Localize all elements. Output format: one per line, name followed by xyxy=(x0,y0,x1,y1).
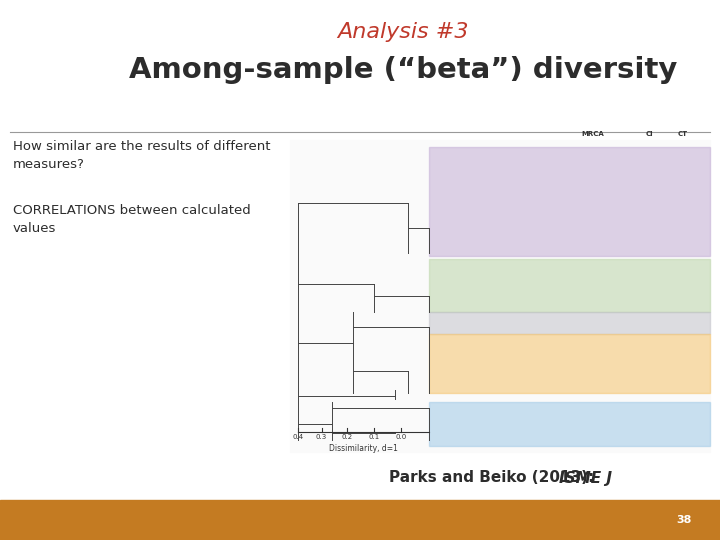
Bar xyxy=(428,402,710,446)
Text: CORRELATIONS between calculated
values: CORRELATIONS between calculated values xyxy=(13,204,251,235)
Bar xyxy=(428,259,710,312)
Bar xyxy=(428,312,710,334)
Text: Analysis #3: Analysis #3 xyxy=(338,22,469,42)
Text: CI: CI xyxy=(645,131,653,137)
Text: 38: 38 xyxy=(676,515,692,525)
Text: Among-sample (“beta”) diversity: Among-sample (“beta”) diversity xyxy=(129,56,678,84)
Text: Dissimilarity, d=1: Dissimilarity, d=1 xyxy=(329,444,398,453)
Bar xyxy=(428,146,710,255)
Text: CT: CT xyxy=(678,131,688,137)
Text: 0.2: 0.2 xyxy=(341,434,352,440)
Text: ISME J: ISME J xyxy=(559,470,612,485)
Text: MRCA: MRCA xyxy=(581,131,604,137)
Bar xyxy=(290,140,710,452)
Text: 0.1: 0.1 xyxy=(369,434,379,440)
Bar xyxy=(428,334,710,393)
Text: 0.0: 0.0 xyxy=(396,434,407,440)
Text: 0.4: 0.4 xyxy=(293,434,304,440)
Text: How similar are the results of different
measures?: How similar are the results of different… xyxy=(13,140,271,171)
Bar xyxy=(0,500,720,540)
Text: Parks and Beiko (2013):: Parks and Beiko (2013): xyxy=(389,470,599,485)
Text: 0.3: 0.3 xyxy=(316,434,327,440)
